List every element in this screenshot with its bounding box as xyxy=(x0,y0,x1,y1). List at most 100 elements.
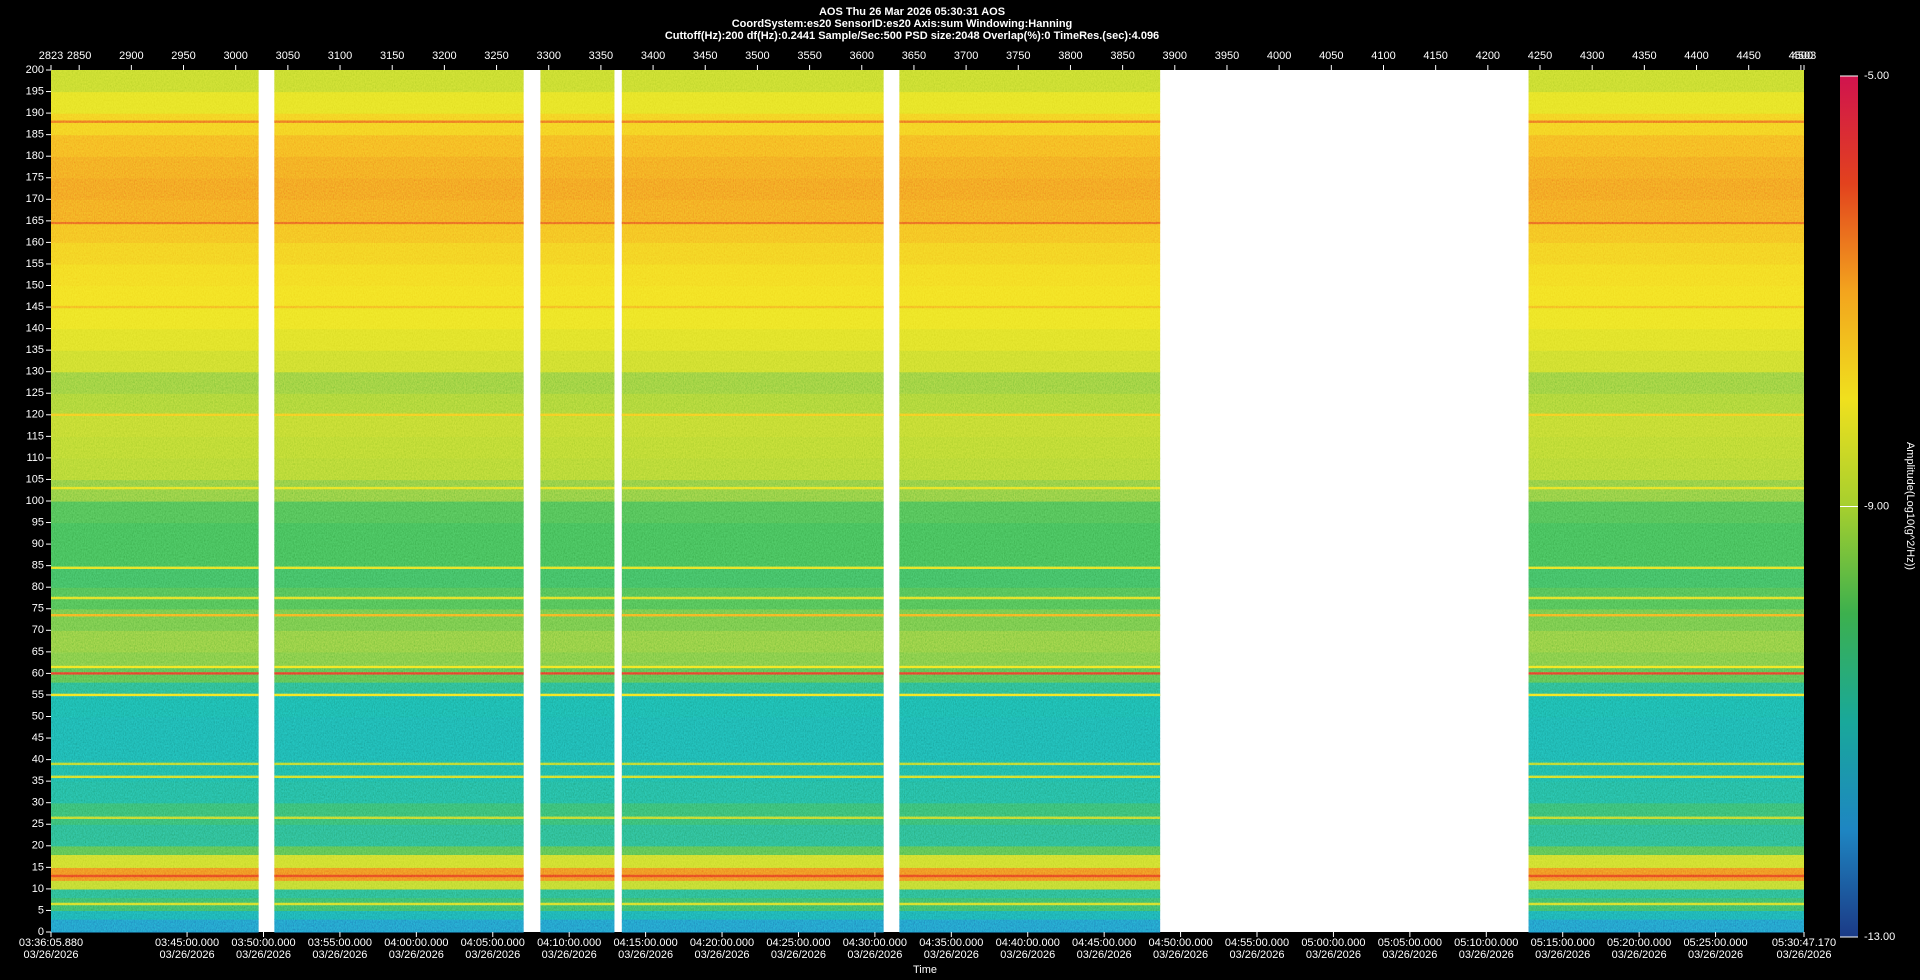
x-tick-label: 04:45:00.000 xyxy=(1072,937,1136,949)
x2-tick-label: 3850 xyxy=(1110,50,1134,62)
y-tick-label: 95 xyxy=(32,516,44,528)
y-tick-label: 200 xyxy=(26,64,44,76)
x2-tick-label: 3700 xyxy=(954,50,978,62)
y-tick-label: 115 xyxy=(26,430,44,442)
x-tick-date: 03/26/2026 xyxy=(1229,949,1284,961)
y-tick-label: 5 xyxy=(38,904,44,916)
x-tick-date: 03/26/2026 xyxy=(312,949,367,961)
y-tick-label: 185 xyxy=(26,129,44,141)
x2-tick-label: 4500 xyxy=(1789,50,1813,62)
y-tick-label: 140 xyxy=(26,323,44,335)
x-tick-date: 03/26/2026 xyxy=(1306,949,1361,961)
x-tick-date: 03/26/2026 xyxy=(1688,949,1743,961)
y-tick-label: 135 xyxy=(26,344,44,356)
x2-tick-label: 2950 xyxy=(171,50,195,62)
x2-tick-label: 4000 xyxy=(1267,50,1291,62)
x2-tick-label: 3350 xyxy=(589,50,613,62)
x-tick-label: 04:25:00.000 xyxy=(766,937,830,949)
x-axis-label: Time xyxy=(913,964,937,976)
x2-tick-label: 3750 xyxy=(1006,50,1030,62)
y-tick-label: 195 xyxy=(26,85,44,97)
x-tick-date: 03/26/2026 xyxy=(1153,949,1208,961)
data-segment xyxy=(621,70,884,933)
x2-tick-label: 3100 xyxy=(328,50,352,62)
x-tick-label: 03:50:00.000 xyxy=(231,937,295,949)
x-tick-label: 04:00:00.000 xyxy=(384,937,448,949)
y-tick-label: 155 xyxy=(26,258,44,270)
y-tick-label: 105 xyxy=(26,473,44,485)
x-tick-label: 05:20:00.000 xyxy=(1607,937,1671,949)
x2-tick-label: 4503 xyxy=(1792,50,1816,62)
x2-tick-label: 3800 xyxy=(1058,50,1082,62)
x2-tick-label: 2823 xyxy=(39,50,63,62)
x-tick-date: 03/26/2026 xyxy=(1382,949,1437,961)
x-tick-date: 03/26/2026 xyxy=(1535,949,1590,961)
x2-tick-label: 4150 xyxy=(1423,50,1447,62)
x2-tick-label: 3900 xyxy=(1163,50,1187,62)
x-tick-date: 03/26/2026 xyxy=(23,949,78,961)
x2-tick-label: 4450 xyxy=(1736,50,1760,62)
y-tick-label: 175 xyxy=(26,172,44,184)
x-tick-label: 04:50:00.000 xyxy=(1148,937,1212,949)
texture xyxy=(51,70,259,932)
x2-tick-label: 4250 xyxy=(1528,50,1552,62)
colorbar-tick-label: -9.00 xyxy=(1864,500,1889,512)
y-tick-label: 25 xyxy=(32,818,44,830)
colorbar-label: Amplitude(Log10(g^2/Hz)) xyxy=(1904,442,1916,570)
x-tick-label: 05:05:00.000 xyxy=(1378,937,1442,949)
y-tick-label: 60 xyxy=(32,667,44,679)
y-tick-label: 10 xyxy=(32,883,44,895)
x-tick-label: 04:40:00.000 xyxy=(996,937,1060,949)
texture xyxy=(274,70,524,932)
x2-tick-label: 4350 xyxy=(1632,50,1656,62)
x-tick-label: 04:30:00.000 xyxy=(843,937,907,949)
x2-tick-label: 3600 xyxy=(850,50,874,62)
y-tick-label: 130 xyxy=(26,366,44,378)
x-tick-label: 04:55:00.000 xyxy=(1225,937,1289,949)
y-tick-label: 20 xyxy=(32,840,44,852)
x-tick-date: 03/26/2026 xyxy=(236,949,291,961)
chart-subtitle: Cuttoff(Hz):200 df(Hz):0.2441 Sample/Sec… xyxy=(665,30,1159,42)
y-tick-label: 80 xyxy=(32,581,44,593)
chart-title: AOS Thu 26 Mar 2026 05:30:31 AOS xyxy=(819,6,1005,18)
x-tick-date: 03/26/2026 xyxy=(465,949,520,961)
y-tick-label: 40 xyxy=(32,754,44,766)
y-tick-label: 170 xyxy=(26,193,44,205)
x-tick-date: 03/26/2026 xyxy=(1459,949,1514,961)
x2-tick-label: 3050 xyxy=(276,50,300,62)
x2-tick-label: 4300 xyxy=(1580,50,1604,62)
x2-tick-label: 3200 xyxy=(432,50,456,62)
chart-subtitle: CoordSystem:es20 SensorID:es20 Axis:sum … xyxy=(732,18,1073,30)
data-segment xyxy=(1528,70,1804,933)
y-tick-label: 125 xyxy=(26,387,44,399)
x2-tick-label: 4100 xyxy=(1371,50,1395,62)
x-tick-label: 03:45:00.000 xyxy=(155,937,219,949)
x-tick-date: 03/26/2026 xyxy=(771,949,826,961)
x-tick-date: 03/26/2026 xyxy=(389,949,444,961)
x-tick-label: 05:15:00.000 xyxy=(1531,937,1595,949)
data-segment xyxy=(899,70,1161,933)
y-tick-label: 150 xyxy=(26,279,44,291)
data-segment xyxy=(51,70,259,933)
x-tick-date: 03/26/2026 xyxy=(695,949,750,961)
x2-tick-label: 3150 xyxy=(380,50,404,62)
y-tick-label: 120 xyxy=(26,409,44,421)
texture xyxy=(621,70,884,932)
x2-tick-label: 2850 xyxy=(67,50,91,62)
x-tick-date: 03/26/2026 xyxy=(1000,949,1055,961)
x-tick-date: 03/26/2026 xyxy=(160,949,215,961)
x-tick-date: 03/26/2026 xyxy=(924,949,979,961)
x2-tick-label: 3950 xyxy=(1215,50,1239,62)
colorbar-tick-label: -5.00 xyxy=(1864,70,1889,82)
y-tick-label: 30 xyxy=(32,797,44,809)
x2-tick-label: 3250 xyxy=(484,50,508,62)
x2-tick-label: 3500 xyxy=(745,50,769,62)
x-tick-date: 03/26/2026 xyxy=(847,949,902,961)
y-tick-label: 35 xyxy=(32,775,44,787)
y-tick-label: 165 xyxy=(26,215,44,227)
y-tick-label: 160 xyxy=(26,236,44,248)
y-tick-label: 85 xyxy=(32,560,44,572)
x-tick-label: 03:55:00.000 xyxy=(308,937,372,949)
